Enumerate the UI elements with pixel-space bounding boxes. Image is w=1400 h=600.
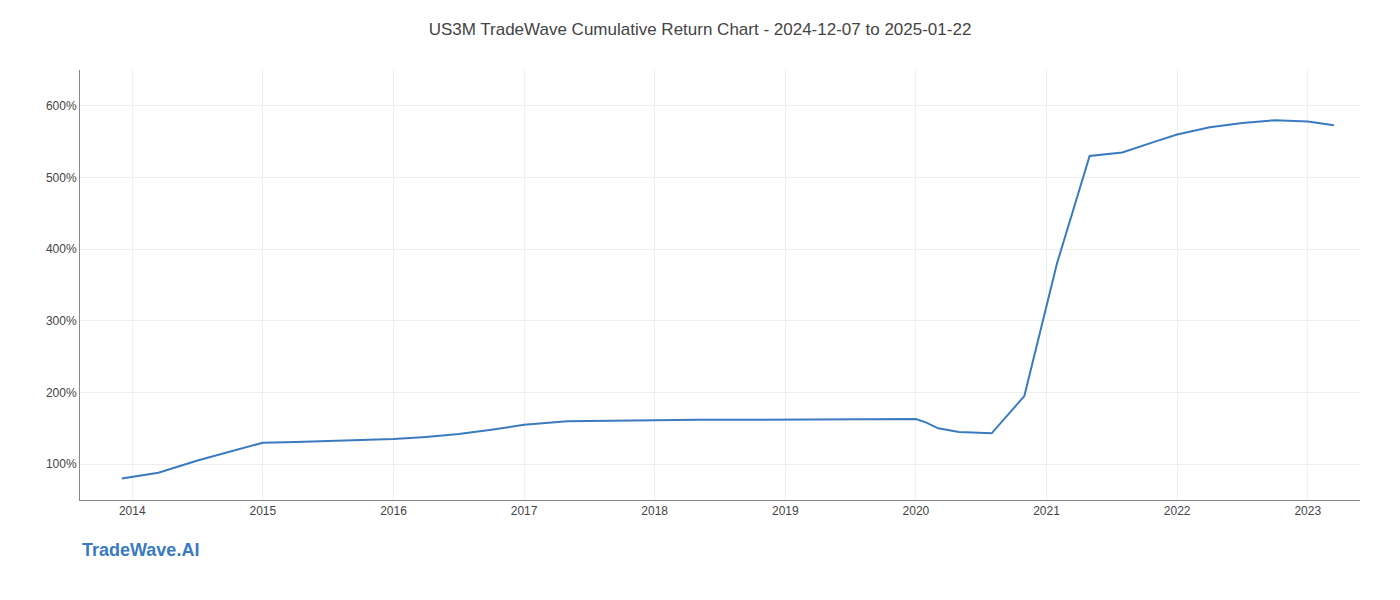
svg-text:2019: 2019 — [772, 504, 799, 518]
svg-text:600%: 600% — [46, 99, 77, 113]
svg-text:2017: 2017 — [511, 504, 538, 518]
svg-text:2016: 2016 — [380, 504, 407, 518]
svg-text:2022: 2022 — [1164, 504, 1191, 518]
svg-text:200%: 200% — [46, 386, 77, 400]
svg-text:2023: 2023 — [1294, 504, 1321, 518]
svg-text:300%: 300% — [46, 314, 77, 328]
svg-text:100%: 100% — [46, 457, 77, 471]
svg-text:2018: 2018 — [641, 504, 668, 518]
svg-text:2021: 2021 — [1033, 504, 1060, 518]
svg-text:2020: 2020 — [903, 504, 930, 518]
svg-text:2015: 2015 — [250, 504, 277, 518]
svg-text:400%: 400% — [46, 242, 77, 256]
svg-text:US3M TradeWave Cumulative Retu: US3M TradeWave Cumulative Return Chart -… — [429, 20, 972, 39]
svg-text:2014: 2014 — [119, 504, 146, 518]
svg-text:500%: 500% — [46, 171, 77, 185]
svg-text:TradeWave.AI: TradeWave.AI — [82, 540, 199, 560]
